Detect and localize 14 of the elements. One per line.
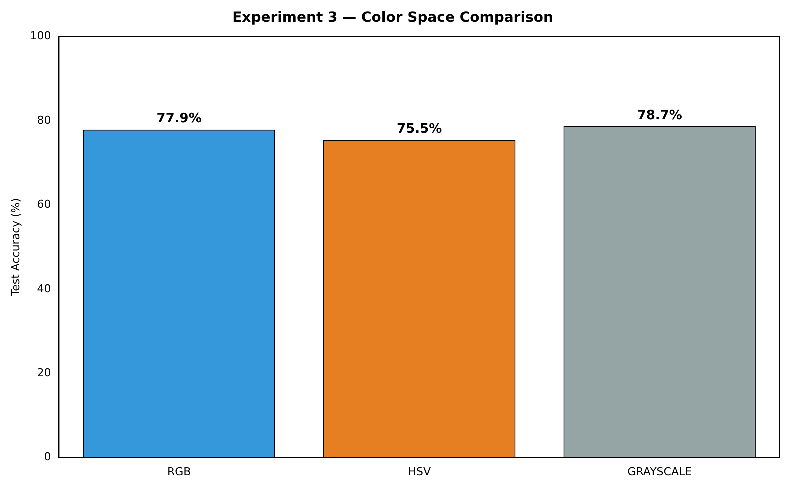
- y-tick-label: 40: [37, 282, 52, 296]
- chart-title: Experiment 3 — Color Space Comparison: [232, 10, 554, 26]
- y-tick-label: 80: [37, 114, 52, 127]
- y-axis-title: Test Accuracy (%): [9, 198, 22, 298]
- x-tick-label: HSV: [408, 465, 432, 478]
- y-tick-label: 60: [37, 198, 52, 212]
- data-label: 75.5%: [397, 122, 442, 137]
- data-label: 78.7%: [637, 108, 682, 124]
- y-tick-label: 0: [44, 450, 52, 464]
- x-tick-label: RGB: [167, 465, 192, 478]
- data-label: 77.9%: [156, 112, 202, 127]
- y-tick-label: 20: [37, 366, 52, 380]
- y-tick-label: 100: [30, 30, 52, 43]
- x-tick-label: GRAYSCALE: [628, 465, 692, 478]
